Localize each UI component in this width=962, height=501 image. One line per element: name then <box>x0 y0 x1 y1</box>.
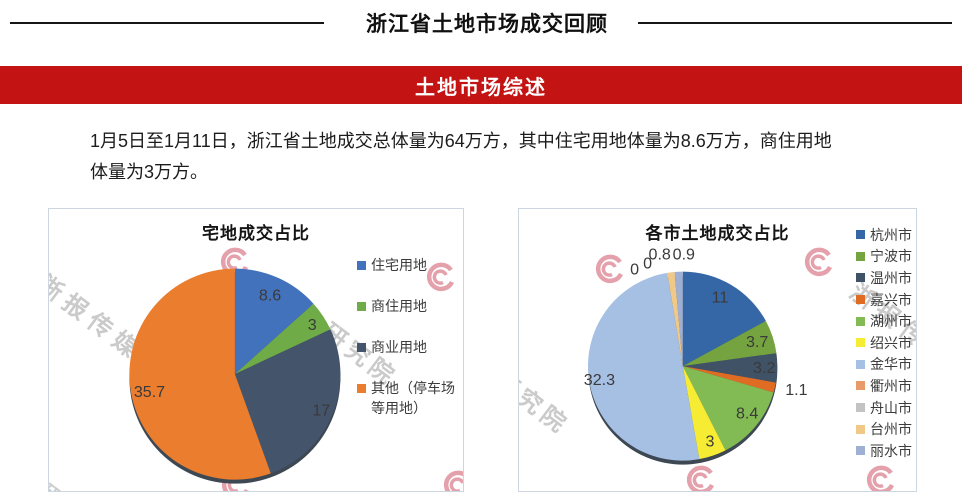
legend-swatch-icon <box>856 273 865 283</box>
watermark-logo-icon <box>593 253 627 287</box>
legend-label: 温州市 <box>870 269 912 286</box>
legend-city: 杭州市宁波市温州市嘉兴市湖州市绍兴市金华市衢州市舟山市台州市丽水市 <box>856 224 912 462</box>
legend-label: 其他（停车场等用地） <box>371 380 455 416</box>
legend-item-商业用地: 商业用地 <box>357 337 463 357</box>
legend-item-杭州市: 杭州市 <box>856 224 912 246</box>
pie-data-label-台州市: 0.8 <box>649 246 671 264</box>
legend-item-住宅用地: 住宅用地 <box>357 255 463 275</box>
legend-swatch-icon <box>856 424 865 434</box>
legend-swatch-icon <box>856 295 865 305</box>
section-banner: 土地市场综述 <box>0 66 962 104</box>
legend-swatch-icon <box>856 403 865 413</box>
legend-label: 绍兴市 <box>870 334 912 351</box>
legend-item-湖州市: 湖州市 <box>856 310 912 332</box>
pie-data-label-杭州市: 11 <box>712 289 729 307</box>
legend-swatch-icon <box>856 251 865 261</box>
pie-data-label-温州市: 3.2 <box>753 359 775 377</box>
pie-slice-其他（停车场等用地） <box>129 268 271 480</box>
pie-data-label-宁波市: 3.7 <box>746 333 768 351</box>
legend-swatch-icon <box>357 261 366 270</box>
pie-data-label-金华市: 32.3 <box>584 371 615 389</box>
pie-slice-住宅用地 <box>234 268 314 375</box>
chart-title-city: 各市土地成交占比 <box>645 224 790 243</box>
legend-label: 杭州市 <box>870 226 912 243</box>
legend-item-宁波市: 宁波市 <box>856 246 912 268</box>
legend-label: 金华市 <box>870 356 912 373</box>
legend-swatch-icon <box>856 338 865 348</box>
legend-swatch-icon <box>856 230 865 240</box>
pie-data-label-衢州市: 0 <box>630 261 639 279</box>
title-rule-right <box>638 22 952 24</box>
pie-data-label-舟山市: 0 <box>643 255 652 273</box>
legend-item-金华市: 金华市 <box>856 354 912 376</box>
pie-slice-杭州市 <box>682 271 766 367</box>
title-rule-left <box>10 22 324 24</box>
legend-label: 嘉兴市 <box>870 291 912 308</box>
pie-chart-residential: 8.6 3 17 35.7 <box>129 268 341 484</box>
legend-label: 商住用地 <box>371 298 427 314</box>
legend-item-舟山市: 舟山市 <box>856 397 912 419</box>
legend-swatch-icon <box>357 302 366 311</box>
summary-line-1: 1月5日至1月11日，浙江省土地成交总体量为64万方，其中住宅用地体量为8.6万… <box>90 131 832 151</box>
legend-swatch-icon <box>856 359 865 369</box>
legend-swatch-icon <box>357 343 366 352</box>
pie-data-label-其他（停车场等用地）: 35.7 <box>134 383 165 401</box>
legend-swatch-icon <box>856 381 865 391</box>
legend-label: 衢州市 <box>870 377 912 394</box>
watermark-logo-icon <box>424 261 458 295</box>
summary-line-2: 体量为3万方。 <box>90 162 209 182</box>
legend-swatch-icon <box>357 384 366 393</box>
legend-item-嘉兴市: 嘉兴市 <box>856 289 912 311</box>
pie-data-label-湖州市: 8.4 <box>736 404 758 422</box>
header: 浙江省土地市场成交回顾 <box>0 8 962 38</box>
legend-label: 湖州市 <box>870 313 912 330</box>
watermark-logo-icon <box>802 246 836 280</box>
pie-slice-商住用地 <box>234 303 331 375</box>
legend-label: 台州市 <box>870 421 912 438</box>
pie-slice-温州市 <box>682 353 778 383</box>
watermark-logo-icon <box>864 464 898 491</box>
pie-data-label-嘉兴市: 1.1 <box>785 381 807 399</box>
legend-label: 丽水市 <box>870 442 912 459</box>
pie-slice-丽水市 <box>674 271 683 367</box>
pie-data-label-住宅用地: 8.6 <box>259 287 281 305</box>
legend-label: 舟山市 <box>870 399 912 416</box>
pie-slice-嘉兴市 <box>682 366 776 393</box>
legend-residential: 住宅用地商住用地商业用地其他（停车场等用地） <box>357 255 463 418</box>
summary-paragraph: 1月5日至1月11日，浙江省土地成交总体量为64万方，其中住宅用地体量为8.6万… <box>90 126 900 188</box>
pie-slice-金华市 <box>588 272 700 461</box>
pie-data-label-绍兴市: 3 <box>705 432 714 450</box>
pie-slice-台州市 <box>667 271 683 367</box>
legend-item-衢州市: 衢州市 <box>856 375 912 397</box>
legend-swatch-icon <box>856 446 865 456</box>
legend-item-商住用地: 商住用地 <box>357 296 463 316</box>
pie-slice-商业用地 <box>234 329 341 474</box>
section-banner-label: 土地市场综述 <box>415 76 547 99</box>
legend-label: 商业用地 <box>371 339 427 355</box>
pie-data-label-商业用地: 17 <box>312 401 330 419</box>
legend-item-其他（停车场等用地）: 其他（停车场等用地） <box>357 378 463 418</box>
legend-item-台州市: 台州市 <box>856 418 912 440</box>
watermark-logo-icon <box>441 469 463 491</box>
pie-data-label-商住用地: 3 <box>308 316 317 334</box>
pie-slice-湖州市 <box>682 366 774 451</box>
legend-label: 住宅用地 <box>371 257 427 273</box>
legend-item-温州市: 温州市 <box>856 267 912 289</box>
chart-box-city-share: 研究院 浙报传媒地产 各市土地成交占比 11 3.7 3.2 1.1 8.4 3 32.3 0… <box>518 208 917 492</box>
legend-item-绍兴市: 绍兴市 <box>856 332 912 354</box>
pie-slice-绍兴市 <box>682 366 726 460</box>
chart-title-residential: 宅地成交占比 <box>202 224 310 243</box>
legend-label: 宁波市 <box>870 248 912 265</box>
pie-data-label-丽水市: 0.9 <box>673 246 695 264</box>
legend-item-丽水市: 丽水市 <box>856 440 912 462</box>
watermark-logo-icon <box>684 464 718 491</box>
legend-swatch-icon <box>856 316 865 326</box>
pie-slice-宁波市 <box>682 320 777 367</box>
page-title: 浙江省土地市场成交回顾 <box>366 13 608 36</box>
